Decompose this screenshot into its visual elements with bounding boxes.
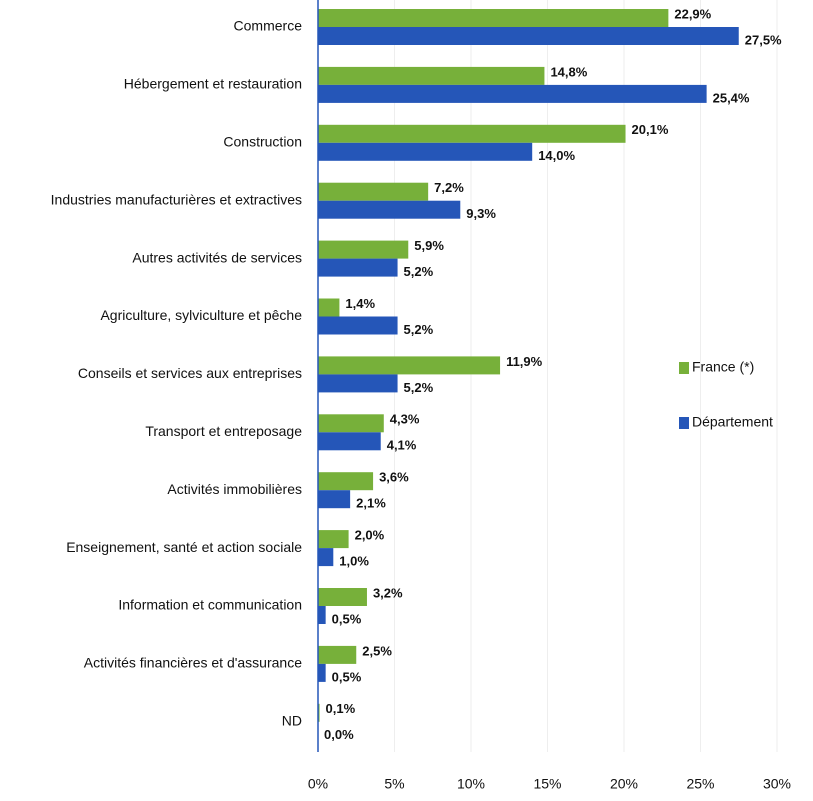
bar bbox=[318, 9, 669, 27]
bar bbox=[318, 182, 429, 201]
category-label: Hébergement et restauration bbox=[124, 76, 302, 92]
value-label: 2,1% bbox=[356, 496, 386, 511]
category-label: Transport et entreposage bbox=[145, 423, 302, 439]
bar bbox=[318, 588, 367, 606]
category-label: Construction bbox=[223, 134, 302, 150]
bar bbox=[318, 374, 398, 393]
bar bbox=[318, 27, 739, 45]
bar bbox=[318, 472, 374, 491]
bar bbox=[318, 316, 398, 335]
value-label: 4,1% bbox=[387, 438, 417, 453]
x-tick-label: 10% bbox=[457, 776, 485, 792]
value-label: 5,2% bbox=[404, 264, 434, 279]
value-label: 5,9% bbox=[414, 238, 444, 253]
bar bbox=[318, 663, 326, 682]
category-label: Information et communication bbox=[118, 597, 302, 613]
bar bbox=[318, 490, 351, 509]
value-label: 0,1% bbox=[326, 701, 356, 716]
category-label: Industries manufacturières et extractive… bbox=[51, 191, 302, 207]
category-label: ND bbox=[282, 713, 302, 729]
bar bbox=[318, 414, 384, 433]
value-label: 4,3% bbox=[390, 412, 420, 427]
x-tick-label: 15% bbox=[533, 776, 561, 792]
x-tick-label: 0% bbox=[308, 776, 328, 792]
x-tick-label: 30% bbox=[763, 776, 791, 792]
value-label: 1,0% bbox=[339, 554, 369, 569]
category-label: Activités immobilières bbox=[167, 481, 302, 497]
value-label: 7,2% bbox=[434, 180, 464, 195]
category-label: Agriculture, sylviculture et pêche bbox=[100, 307, 302, 323]
x-tick-label: 20% bbox=[610, 776, 638, 792]
bar bbox=[318, 258, 398, 277]
bar bbox=[318, 84, 707, 103]
value-label: 2,0% bbox=[355, 528, 385, 543]
value-label: 11,9% bbox=[506, 354, 543, 369]
value-label: 22,9% bbox=[674, 6, 711, 21]
legend-swatch bbox=[679, 362, 689, 374]
legend-label: France (*) bbox=[692, 359, 754, 375]
bar bbox=[318, 703, 320, 722]
value-label: 14,8% bbox=[550, 64, 587, 79]
bar bbox=[318, 645, 357, 664]
value-label: 0,0% bbox=[324, 727, 354, 742]
bar bbox=[318, 124, 626, 143]
legend-label: Département bbox=[692, 414, 773, 430]
value-label: 20,1% bbox=[632, 122, 669, 137]
bar bbox=[318, 298, 340, 317]
value-label: 0,5% bbox=[332, 611, 362, 626]
value-label: 1,4% bbox=[345, 296, 375, 311]
bar bbox=[318, 240, 409, 259]
x-tick-label: 5% bbox=[384, 776, 404, 792]
value-label: 25,4% bbox=[713, 90, 750, 105]
bar bbox=[318, 142, 533, 161]
bar bbox=[318, 356, 501, 375]
category-label: Conseils et services aux entreprises bbox=[78, 365, 302, 381]
value-label: 2,5% bbox=[362, 643, 392, 658]
bar bbox=[318, 548, 334, 567]
category-label: Activités financières et d'assurance bbox=[84, 655, 302, 671]
bar bbox=[318, 530, 349, 549]
value-label: 5,2% bbox=[404, 380, 434, 395]
x-tick-label: 25% bbox=[686, 776, 714, 792]
value-label: 0,5% bbox=[332, 669, 362, 684]
value-label: 14,0% bbox=[538, 148, 575, 163]
bar bbox=[318, 200, 461, 219]
category-label: Commerce bbox=[234, 18, 303, 34]
value-label: 3,2% bbox=[373, 585, 403, 600]
category-label: Autres activités de services bbox=[132, 249, 302, 265]
value-label: 9,3% bbox=[466, 206, 496, 221]
category-label: Enseignement, santé et action sociale bbox=[66, 539, 302, 555]
value-label: 27,5% bbox=[745, 32, 782, 47]
bar bbox=[318, 432, 381, 451]
value-label: 5,2% bbox=[404, 322, 434, 337]
bar bbox=[318, 66, 545, 85]
legend-swatch bbox=[679, 417, 689, 429]
bar bbox=[318, 606, 326, 624]
value-label: 3,6% bbox=[379, 470, 409, 485]
